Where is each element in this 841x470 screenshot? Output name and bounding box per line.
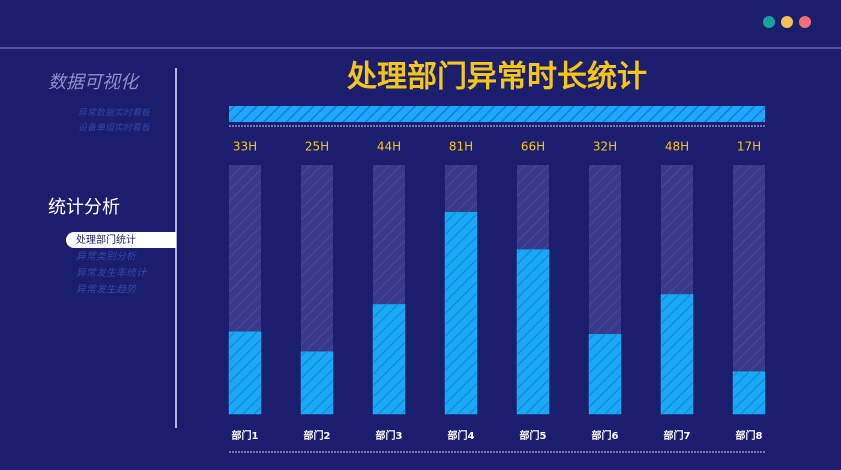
x-tick-label: 部门4 xyxy=(448,429,475,442)
value-label: 32H xyxy=(593,140,617,154)
value-label: 66H xyxy=(521,140,545,154)
x-tick-label: 部门7 xyxy=(664,429,691,442)
bar xyxy=(372,304,406,415)
x-tick-label: 部门6 xyxy=(592,429,619,442)
x-tick-label: 部门1 xyxy=(232,429,259,442)
window-dot[interactable] xyxy=(763,16,775,28)
value-label: 44H xyxy=(377,140,401,154)
sidebar-subitem[interactable]: 设备单组实时看板 xyxy=(78,123,152,134)
menu-item[interactable]: 异常类别分析 xyxy=(76,251,137,263)
chart-title: 处理部门异常时长统计 xyxy=(346,60,647,95)
x-tick-label: 部门8 xyxy=(736,429,763,442)
menu-item[interactable]: 异常发生趋势 xyxy=(76,284,137,296)
value-label: 25H xyxy=(305,140,329,154)
sidebar-subitem[interactable]: 异常数据实时看板 xyxy=(78,108,152,119)
bar xyxy=(660,294,694,415)
window-dot[interactable] xyxy=(781,16,793,28)
x-tick-label: 部门2 xyxy=(304,429,331,442)
window-dot[interactable] xyxy=(799,16,811,28)
sidebar-section: 统计分析 xyxy=(48,197,120,218)
bar xyxy=(516,249,550,415)
value-label: 17H xyxy=(737,140,761,154)
bar xyxy=(300,351,334,415)
bar xyxy=(228,331,262,415)
bar xyxy=(732,371,766,415)
menu-item[interactable]: 异常发生率统计 xyxy=(76,267,147,279)
menu-highlight xyxy=(66,232,176,248)
value-label: 33H xyxy=(233,140,257,154)
bar xyxy=(444,212,478,415)
value-label: 48H xyxy=(665,140,689,154)
x-tick-label: 部门5 xyxy=(520,429,547,442)
x-tick-label: 部门3 xyxy=(376,429,403,442)
title-band xyxy=(229,106,765,122)
sidebar-title: 数据可视化 xyxy=(48,72,140,93)
value-label: 81H xyxy=(449,140,473,154)
bar xyxy=(588,334,622,415)
menu-item[interactable]: 处理部门统计 xyxy=(76,233,136,246)
